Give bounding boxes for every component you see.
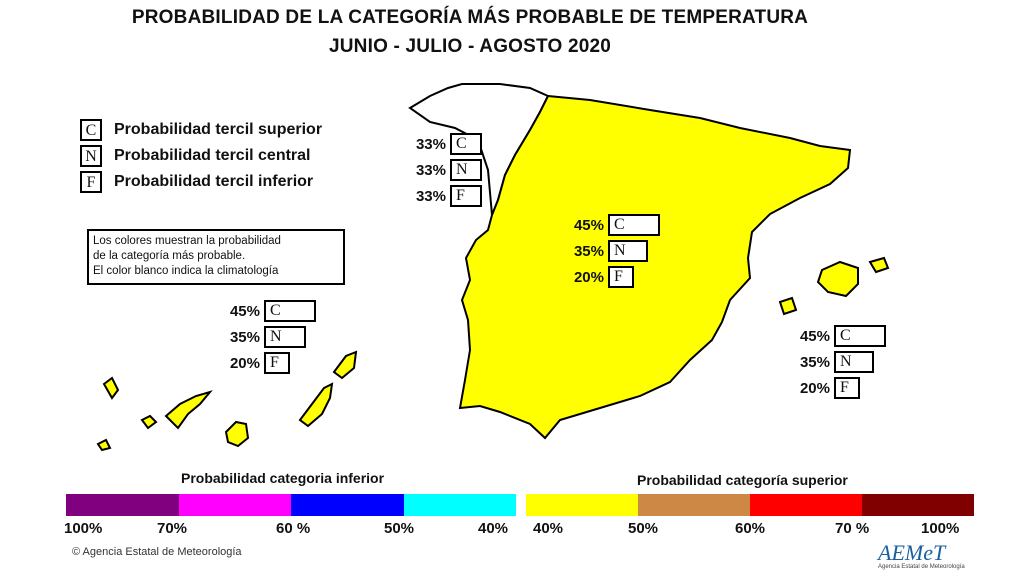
scale-lower-1 [66, 494, 179, 516]
galicia-pct-n: 33% [415, 161, 446, 179]
peninsula-pct-n: 35% [573, 242, 604, 260]
note-line-1: Los colores muestran la probabilidad [93, 235, 281, 247]
galicia-row-n: 33% N [408, 159, 482, 181]
peninsula-row-n: 35% N [566, 240, 648, 262]
canarias-box-c: C [264, 300, 316, 322]
aemet-logo-sub: Agencia Estatal de Meteorología [878, 564, 965, 570]
galicia-box-n: N [450, 159, 482, 181]
lanzarote-island [332, 350, 358, 380]
menorca-island [868, 256, 890, 274]
la-gomera-island [140, 414, 158, 430]
tick-lower-40: 40% [478, 520, 509, 537]
baleares-pct-n: 35% [799, 353, 830, 371]
galicia-row-f: 33% F [408, 185, 482, 207]
peninsula-row-f: 20% F [566, 266, 634, 288]
mallorca-island [816, 260, 859, 298]
baleares-box-f: F [834, 377, 860, 399]
ibiza-island [778, 296, 798, 316]
peninsula-pct-f: 20% [573, 268, 604, 286]
tick-lower-100: 100% [64, 520, 103, 537]
canarias-row-n: 35% N [222, 326, 306, 348]
lower-scale-title: Probabilidad categoria inferior [181, 470, 385, 486]
upper-scale-title: Probabilidad categoría superior [637, 472, 848, 488]
scale-upper-2 [638, 494, 750, 516]
scale-upper-1 [526, 494, 638, 516]
baleares-box-c: C [834, 325, 886, 347]
aemet-logo: AEMeT [878, 540, 946, 565]
galicia-pct-f: 33% [415, 187, 446, 205]
baleares-row-c: 45% C [792, 325, 886, 347]
scale-lower-2 [179, 494, 291, 516]
peninsula-box-f: F [608, 266, 634, 288]
legend-box-n: N [80, 145, 102, 167]
legend-row-n: N Probabilidad tercil central [80, 144, 311, 168]
la-palma-island [102, 376, 120, 400]
fuerteventura-island [298, 382, 334, 428]
galicia-pct-c: 33% [415, 135, 446, 153]
map-title: PROBABILIDAD DE LA CATEGORÍA MÁS PROBABL… [131, 7, 809, 28]
tick-lower-70: 70% [157, 520, 188, 537]
map-subtitle: JUNIO - JULIO - AGOSTO 2020 [328, 36, 612, 57]
tick-lower-50: 50% [384, 520, 415, 537]
legend-box-f: F [80, 171, 102, 193]
baleares-pct-c: 45% [799, 327, 830, 345]
canarias-pct-c: 45% [229, 302, 260, 320]
canarias-row-f: 20% F [222, 352, 290, 374]
note-line-3: El color blanco indica la climatología [93, 265, 279, 277]
scale-upper-4 [862, 494, 974, 516]
baleares-row-n: 35% N [792, 351, 874, 373]
legend-row-c: C Probabilidad tercil superior [80, 118, 322, 142]
canarias-row-c: 45% C [222, 300, 316, 322]
peninsula-row-c: 45% C [566, 214, 660, 236]
scale-lower-3 [291, 494, 404, 516]
galicia-row-c: 33% C [408, 133, 482, 155]
tick-upper-100: 100% [921, 520, 960, 537]
peninsula-pct-c: 45% [573, 216, 604, 234]
note-box: Los colores muestran la probabilidad de … [87, 229, 345, 285]
peninsula-box-c: C [608, 214, 660, 236]
peninsula-box-n: N [608, 240, 648, 262]
canarias-pct-f: 20% [229, 354, 260, 372]
tick-upper-70: 70 % [835, 520, 870, 537]
baleares-row-f: 20% F [792, 377, 860, 399]
galicia-box-c: C [450, 133, 482, 155]
tenerife-island [164, 390, 213, 430]
tick-upper-40: 40% [533, 520, 564, 537]
el-hierro-island [96, 438, 112, 452]
tick-upper-50: 50% [628, 520, 659, 537]
canarias-box-n: N [264, 326, 306, 348]
gran-canaria-island [224, 420, 250, 448]
scale-lower-4 [404, 494, 516, 516]
scale-upper-3 [750, 494, 862, 516]
note-line-2: de la categoría más probable. [93, 250, 246, 262]
baleares-pct-f: 20% [799, 379, 830, 397]
canarias-box-f: F [264, 352, 290, 374]
legend-label-c: Probabilidad tercil superior [114, 121, 323, 138]
tick-upper-60: 60% [735, 520, 766, 537]
baleares-box-n: N [834, 351, 874, 373]
galicia-box-f: F [450, 185, 482, 207]
copyright: © Agencia Estatal de Meteorología [72, 546, 242, 558]
legend-label-n: Probabilidad tercil central [114, 147, 311, 164]
tick-lower-60: 60 % [276, 520, 311, 537]
legend-row-f: F Probabilidad tercil inferior [80, 170, 313, 194]
legend-box-c: C [80, 119, 102, 141]
legend-label-f: Probabilidad tercil inferior [114, 173, 314, 190]
peninsula-region [458, 94, 852, 440]
canarias-pct-n: 35% [229, 328, 260, 346]
